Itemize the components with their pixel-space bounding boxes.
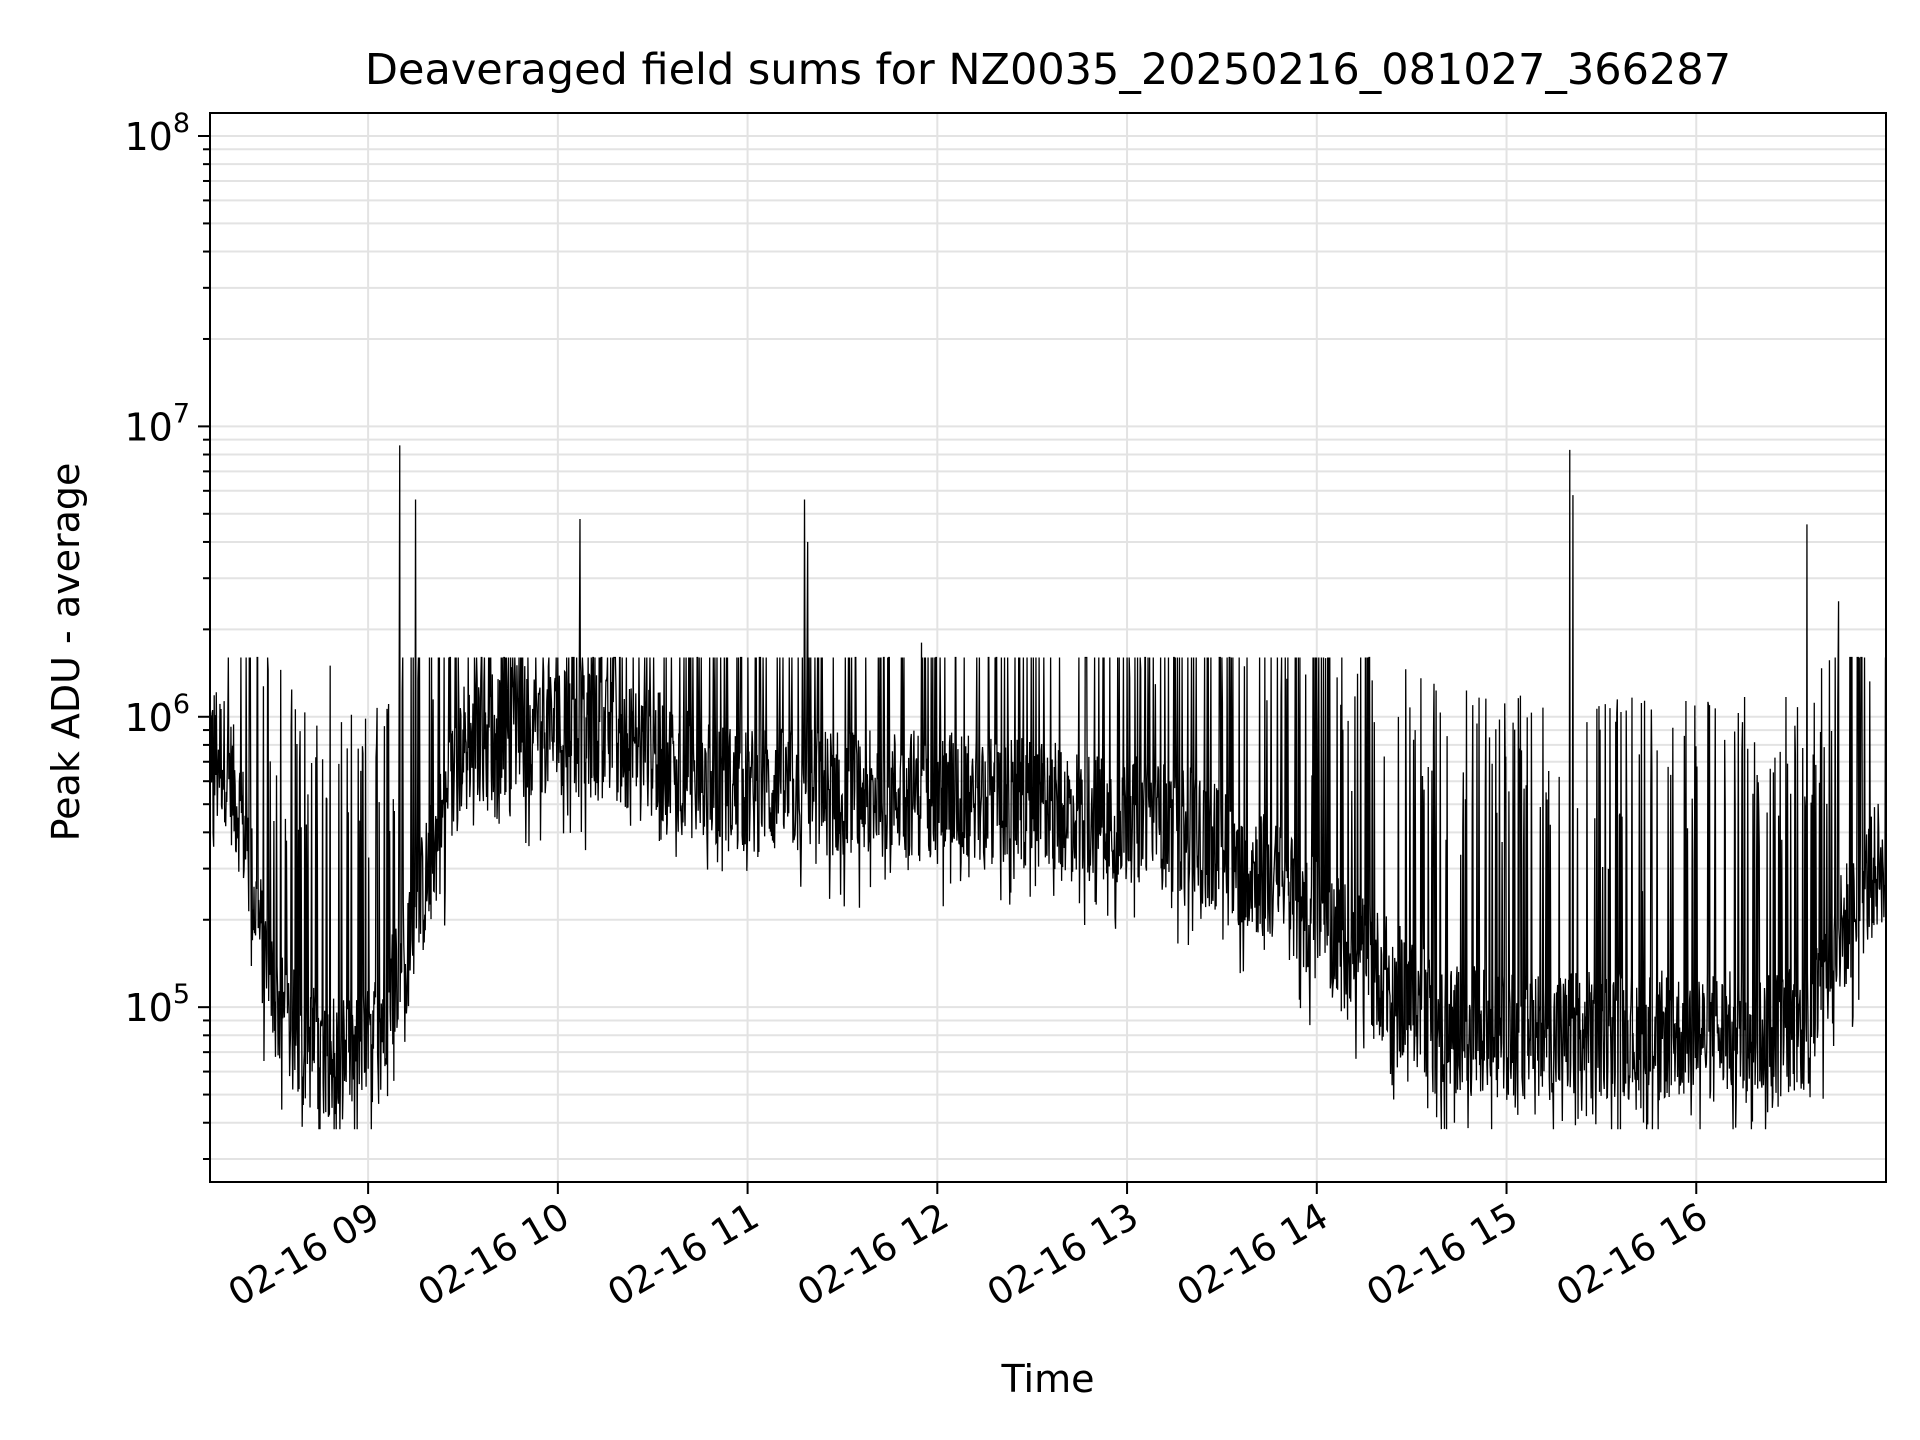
y-axis: 105 106 107 108 — [124, 108, 210, 1161]
x-tick-label: 02-16 16 — [1549, 1195, 1715, 1315]
x-tick-label: 02-16 14 — [1170, 1195, 1336, 1315]
x-axis-label: Time — [1001, 1357, 1095, 1401]
x-tick-label: 02-16 09 — [221, 1195, 387, 1315]
y-tick-label: 105 — [124, 979, 190, 1030]
x-tick-label: 02-16 11 — [601, 1195, 767, 1315]
grid — [210, 113, 1886, 1182]
y-tick-label: 108 — [124, 108, 190, 159]
y-tick-label: 107 — [124, 398, 190, 449]
y-axis-label: Peak ADU - average — [44, 463, 88, 842]
x-axis: 02-16 09 02-16 10 02-16 11 02-16 12 02-16 13… — [221, 1182, 1715, 1315]
x-tick-label: 02-16 13 — [980, 1195, 1146, 1315]
plot-frame — [209, 112, 1887, 1183]
chart-title: Deaveraged field sums for NZ0035_2025021… — [365, 45, 1731, 95]
x-tick-label: 02-16 15 — [1359, 1195, 1525, 1315]
series-line — [210, 445, 1886, 1130]
x-tick-label: 02-16 10 — [411, 1195, 577, 1315]
y-tick-label: 106 — [124, 689, 190, 740]
data-area — [210, 445, 1886, 1130]
x-tick-label: 02-16 12 — [790, 1195, 956, 1315]
